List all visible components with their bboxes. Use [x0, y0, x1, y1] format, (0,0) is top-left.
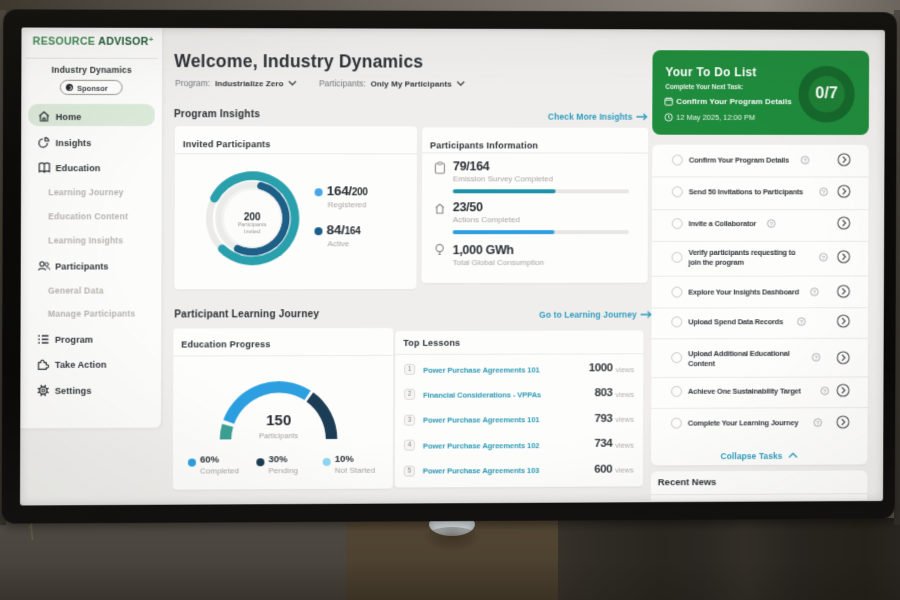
svg-text:?: ?: [823, 389, 826, 395]
svg-text:?: ?: [804, 158, 807, 164]
svg-text:?: ?: [815, 355, 818, 361]
svg-text:?: ?: [822, 255, 825, 261]
svg-text:?: ?: [770, 221, 773, 227]
svg-text:?: ?: [822, 190, 825, 196]
svg-text:?: ?: [800, 319, 803, 325]
svg-text:?: ?: [816, 420, 819, 426]
svg-text:?: ?: [813, 290, 816, 296]
